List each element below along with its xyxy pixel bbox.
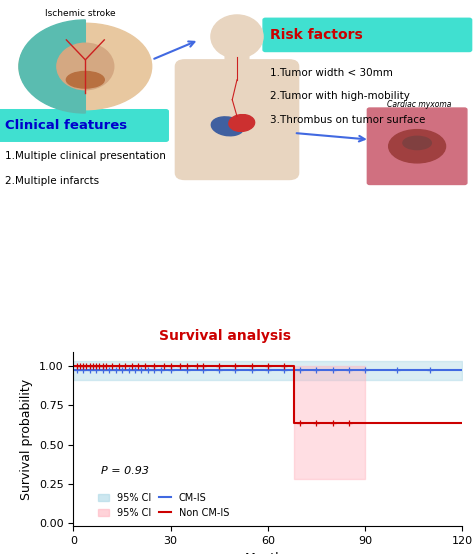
Text: Risk factors: Risk factors <box>270 28 363 42</box>
Y-axis label: Survival probability: Survival probability <box>20 378 34 500</box>
Ellipse shape <box>211 15 263 58</box>
Text: 1.Multiple clinical presentation: 1.Multiple clinical presentation <box>5 151 165 161</box>
FancyBboxPatch shape <box>0 110 168 141</box>
Text: Survival analysis: Survival analysis <box>159 329 291 343</box>
Text: 3.Thrombus on tumor surface: 3.Thrombus on tumor surface <box>270 115 426 125</box>
X-axis label: Months: Months <box>245 552 291 554</box>
Text: Cardiac myxoma: Cardiac myxoma <box>387 100 452 109</box>
FancyBboxPatch shape <box>225 47 249 70</box>
Legend: 95% CI, 95% CI, CM-IS, Non CM-IS: 95% CI, 95% CI, CM-IS, Non CM-IS <box>94 489 233 521</box>
Text: 1.Tumor width < 30mm: 1.Tumor width < 30mm <box>270 68 393 78</box>
Text: P = 0.93: P = 0.93 <box>100 466 149 476</box>
Text: 2.Tumor with high-mobility: 2.Tumor with high-mobility <box>270 91 410 101</box>
Ellipse shape <box>57 43 114 90</box>
Ellipse shape <box>19 23 152 110</box>
Ellipse shape <box>403 136 431 150</box>
Ellipse shape <box>229 115 255 131</box>
Wedge shape <box>19 20 85 113</box>
Text: Ischemic stroke: Ischemic stroke <box>46 9 116 18</box>
Text: Clinical features: Clinical features <box>5 119 127 132</box>
FancyBboxPatch shape <box>175 60 299 179</box>
FancyBboxPatch shape <box>367 108 467 184</box>
Ellipse shape <box>66 71 104 88</box>
Text: 2.Multiple infarcts: 2.Multiple infarcts <box>5 176 99 186</box>
Ellipse shape <box>389 130 446 163</box>
Ellipse shape <box>211 117 244 136</box>
FancyBboxPatch shape <box>263 18 472 52</box>
